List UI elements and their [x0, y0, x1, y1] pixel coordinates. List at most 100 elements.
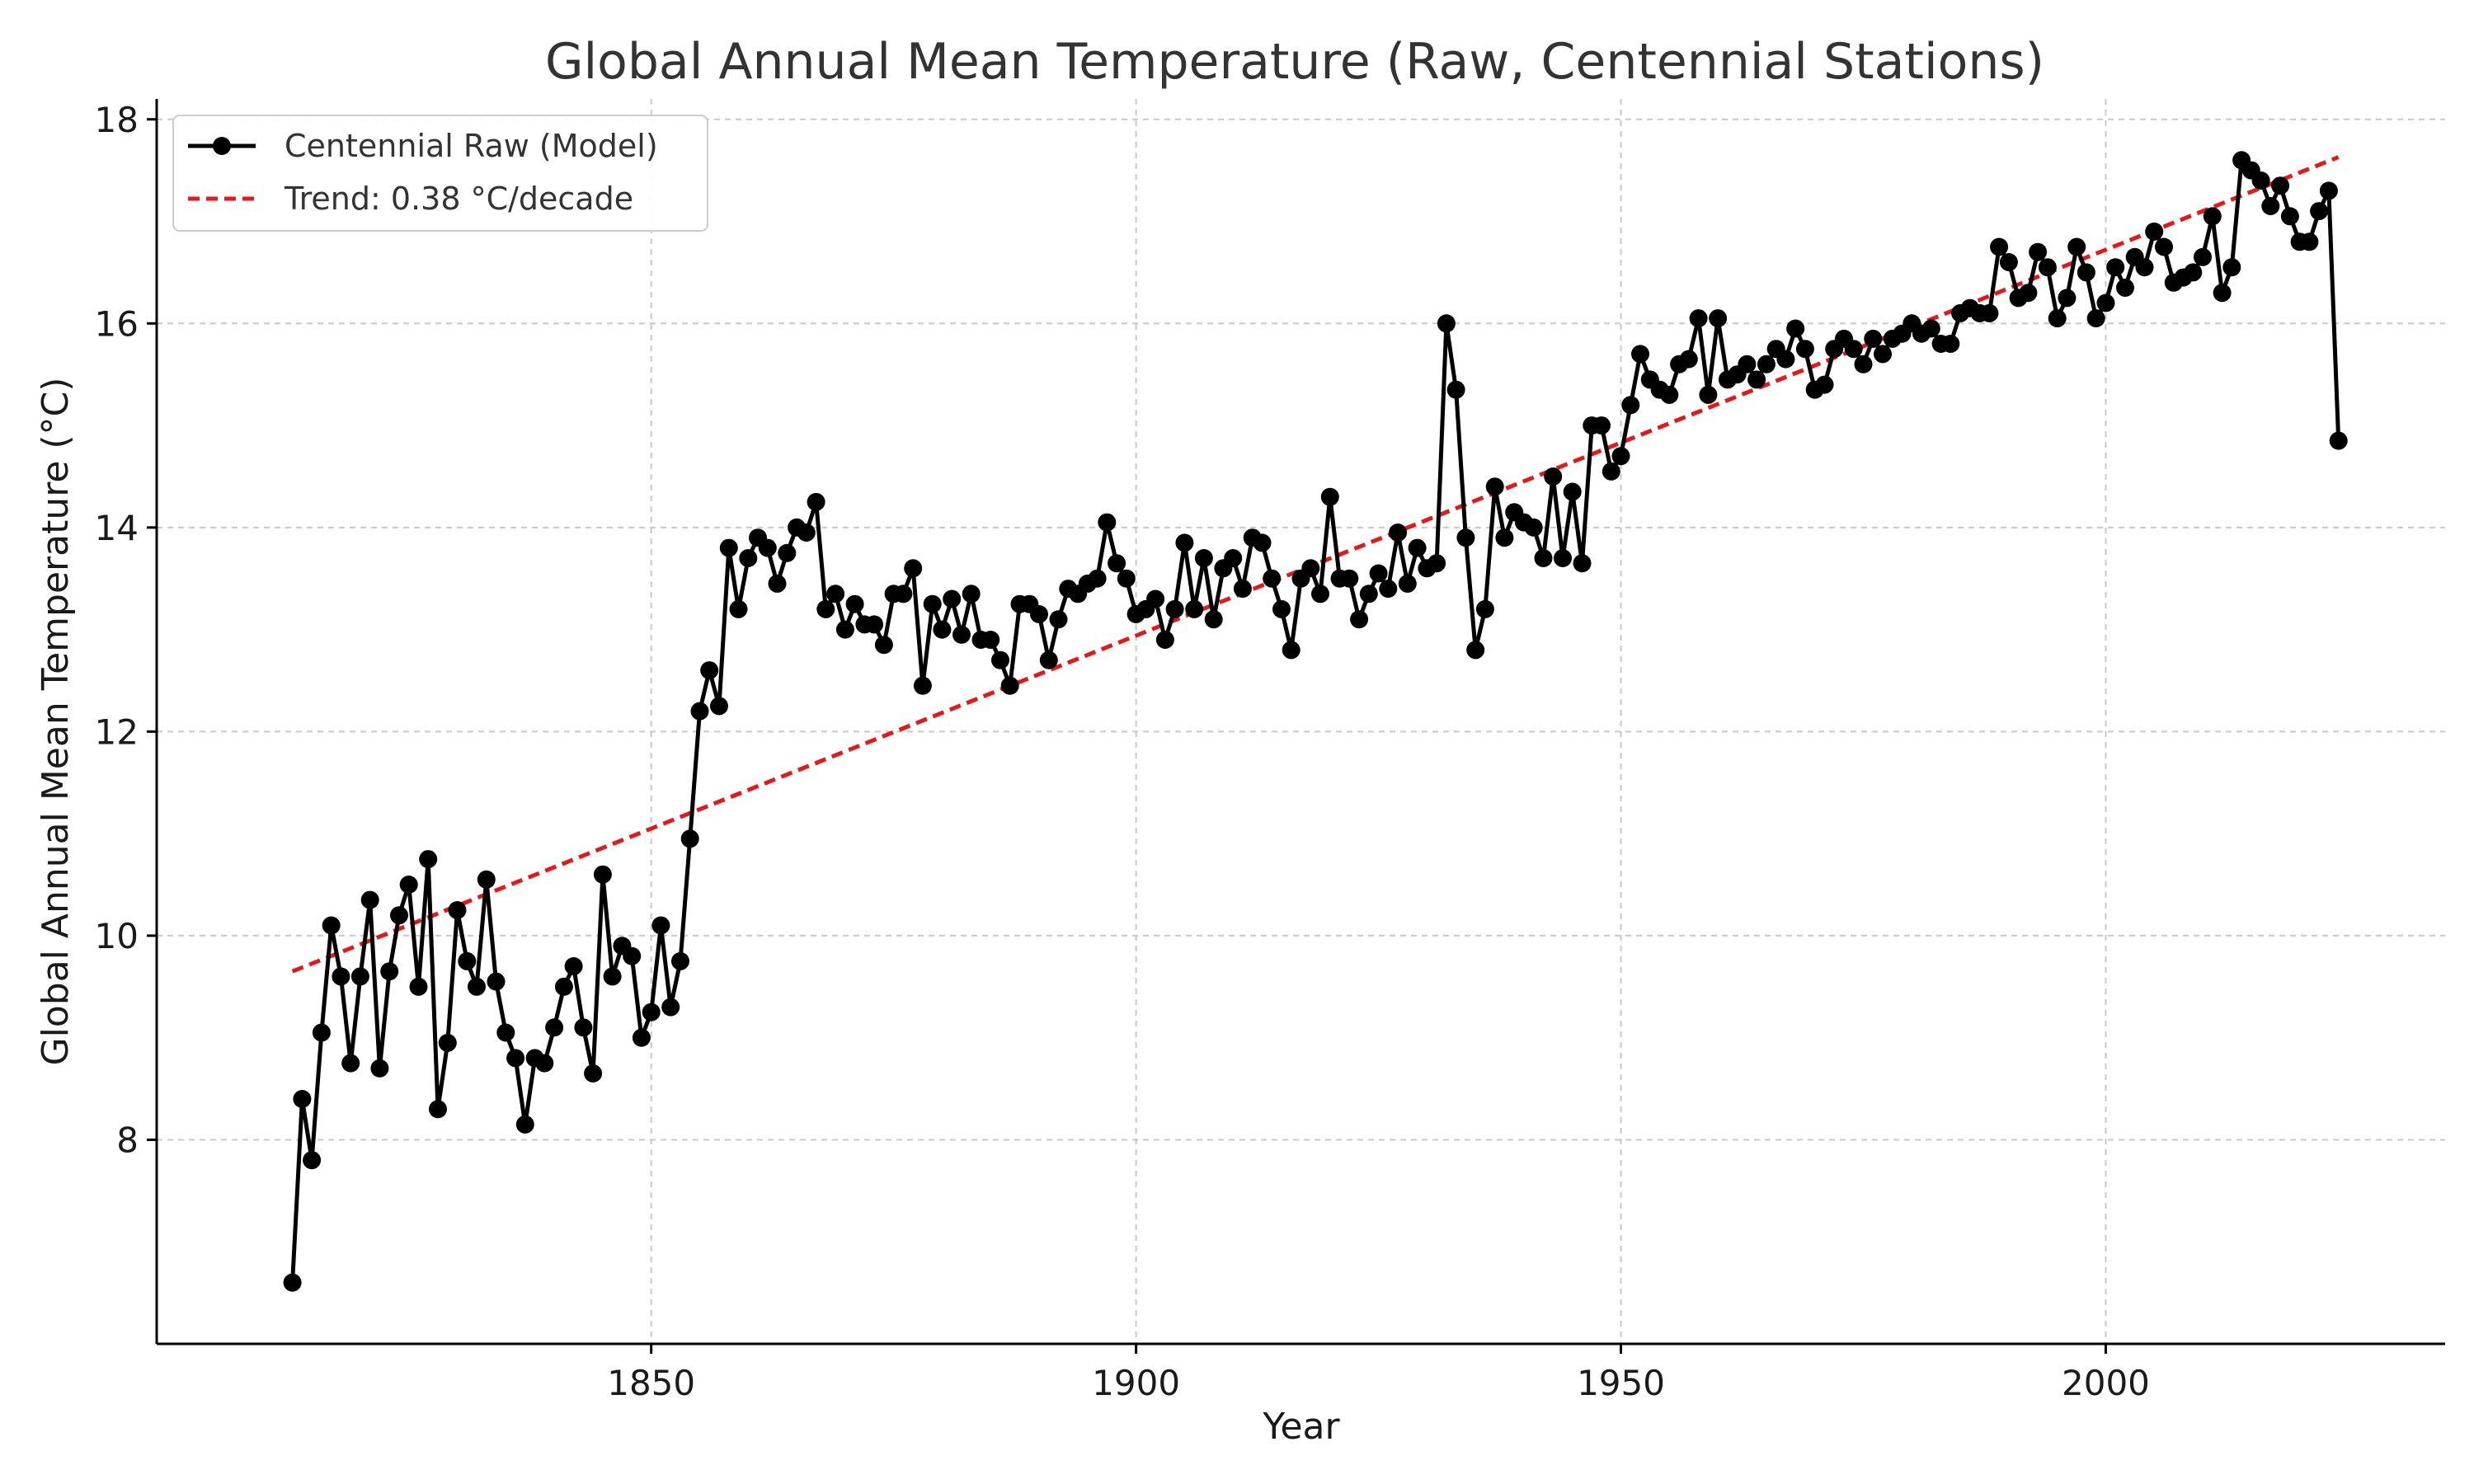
data-point	[1524, 518, 1543, 537]
data-point	[671, 951, 689, 970]
data-point	[2067, 237, 2086, 256]
data-point	[2116, 279, 2134, 297]
data-point	[1660, 385, 1679, 404]
data-point	[312, 1023, 331, 1042]
x-tick-label: 1900	[1092, 1363, 1180, 1403]
data-point	[1679, 350, 1698, 369]
data-point	[1185, 599, 1204, 618]
data-point	[2300, 232, 2319, 251]
data-point	[399, 876, 418, 894]
data-point	[390, 906, 408, 925]
data-point	[797, 524, 816, 542]
data-point	[981, 631, 1000, 649]
data-point	[2106, 258, 2125, 277]
data-point	[2029, 242, 2048, 261]
data-point	[2261, 197, 2280, 215]
data-point	[603, 967, 622, 986]
data-point	[690, 702, 709, 721]
data-point	[913, 676, 932, 695]
data-point	[845, 594, 864, 613]
y-tick-label: 18	[95, 100, 139, 140]
data-point	[341, 1054, 360, 1073]
x-tick-label: 2000	[2062, 1363, 2150, 1403]
data-point	[1320, 487, 1339, 506]
data-point	[303, 1151, 322, 1170]
data-point	[332, 967, 350, 986]
data-point	[1379, 580, 1398, 599]
data-point	[1990, 237, 2009, 256]
data-point	[2086, 309, 2105, 328]
data-point	[729, 599, 748, 618]
data-point	[1311, 585, 1329, 603]
data-point	[1204, 610, 1223, 629]
trend-series	[291, 155, 2340, 974]
data-point	[2038, 258, 2057, 277]
data-point	[700, 661, 719, 680]
data-point	[904, 559, 923, 578]
data-point	[1194, 549, 1213, 567]
data-point	[1437, 314, 1456, 333]
data-point	[1049, 610, 1068, 629]
data-point	[1592, 416, 1611, 435]
data-point	[1456, 528, 1475, 547]
axes	[155, 99, 2445, 1345]
data-point	[778, 543, 797, 562]
data-point	[2048, 309, 2067, 328]
data-point	[2329, 431, 2348, 450]
data-point	[2155, 237, 2173, 256]
data-point	[360, 890, 379, 909]
data-point	[1233, 580, 1252, 599]
data-point	[1272, 599, 1291, 618]
data-point	[487, 972, 506, 991]
data-point	[1689, 309, 1708, 328]
data-point	[1117, 569, 1136, 588]
data-point	[1263, 569, 1282, 588]
data-point	[2251, 171, 2270, 190]
data-point	[1446, 380, 1465, 399]
y-tick-label: 12	[95, 711, 139, 752]
data-point	[1466, 641, 1485, 660]
data-point	[1844, 340, 1863, 359]
data-point	[1475, 599, 1494, 618]
data-point	[1039, 650, 1058, 669]
data-point	[826, 585, 845, 603]
data-point	[1282, 641, 1300, 660]
data-point	[2319, 181, 2338, 200]
data-point	[1786, 319, 1805, 338]
x-tick-label: 1950	[1577, 1363, 1665, 1403]
data-point	[1709, 309, 1728, 328]
y-tick-label: 14	[95, 508, 139, 548]
data-point	[1427, 554, 1446, 573]
x-ticks: 1850 1900 1950 2000	[607, 1344, 2150, 1403]
data-point	[1534, 549, 1553, 567]
data-point	[2096, 294, 2115, 312]
data-point	[438, 1033, 457, 1052]
data-point	[1563, 482, 1582, 501]
data-point	[1224, 549, 1243, 567]
data-point	[2077, 263, 2095, 282]
x-tick-label: 1850	[607, 1363, 695, 1403]
data-point	[835, 620, 854, 639]
data-point	[1000, 676, 1019, 695]
data-point	[458, 951, 477, 970]
data-point	[1699, 385, 1718, 404]
data-point	[1340, 569, 1359, 588]
data-point	[477, 870, 496, 889]
data-point	[1941, 335, 1960, 353]
data-point	[1350, 610, 1369, 629]
data-point	[2310, 202, 2329, 221]
trend-line	[291, 155, 2340, 974]
data-point	[651, 916, 670, 935]
data-point	[2222, 258, 2241, 277]
data-point	[1155, 631, 1174, 649]
data-point	[1485, 477, 1504, 496]
data-point	[1098, 513, 1117, 532]
chart-title: Global Annual Mean Temperature (Raw, Cen…	[545, 33, 2044, 91]
y-tick-label: 10	[95, 916, 139, 956]
data-point	[1631, 345, 1649, 364]
data-point	[1611, 447, 1630, 466]
data-point	[1602, 462, 1620, 481]
data-point	[1815, 375, 1834, 394]
